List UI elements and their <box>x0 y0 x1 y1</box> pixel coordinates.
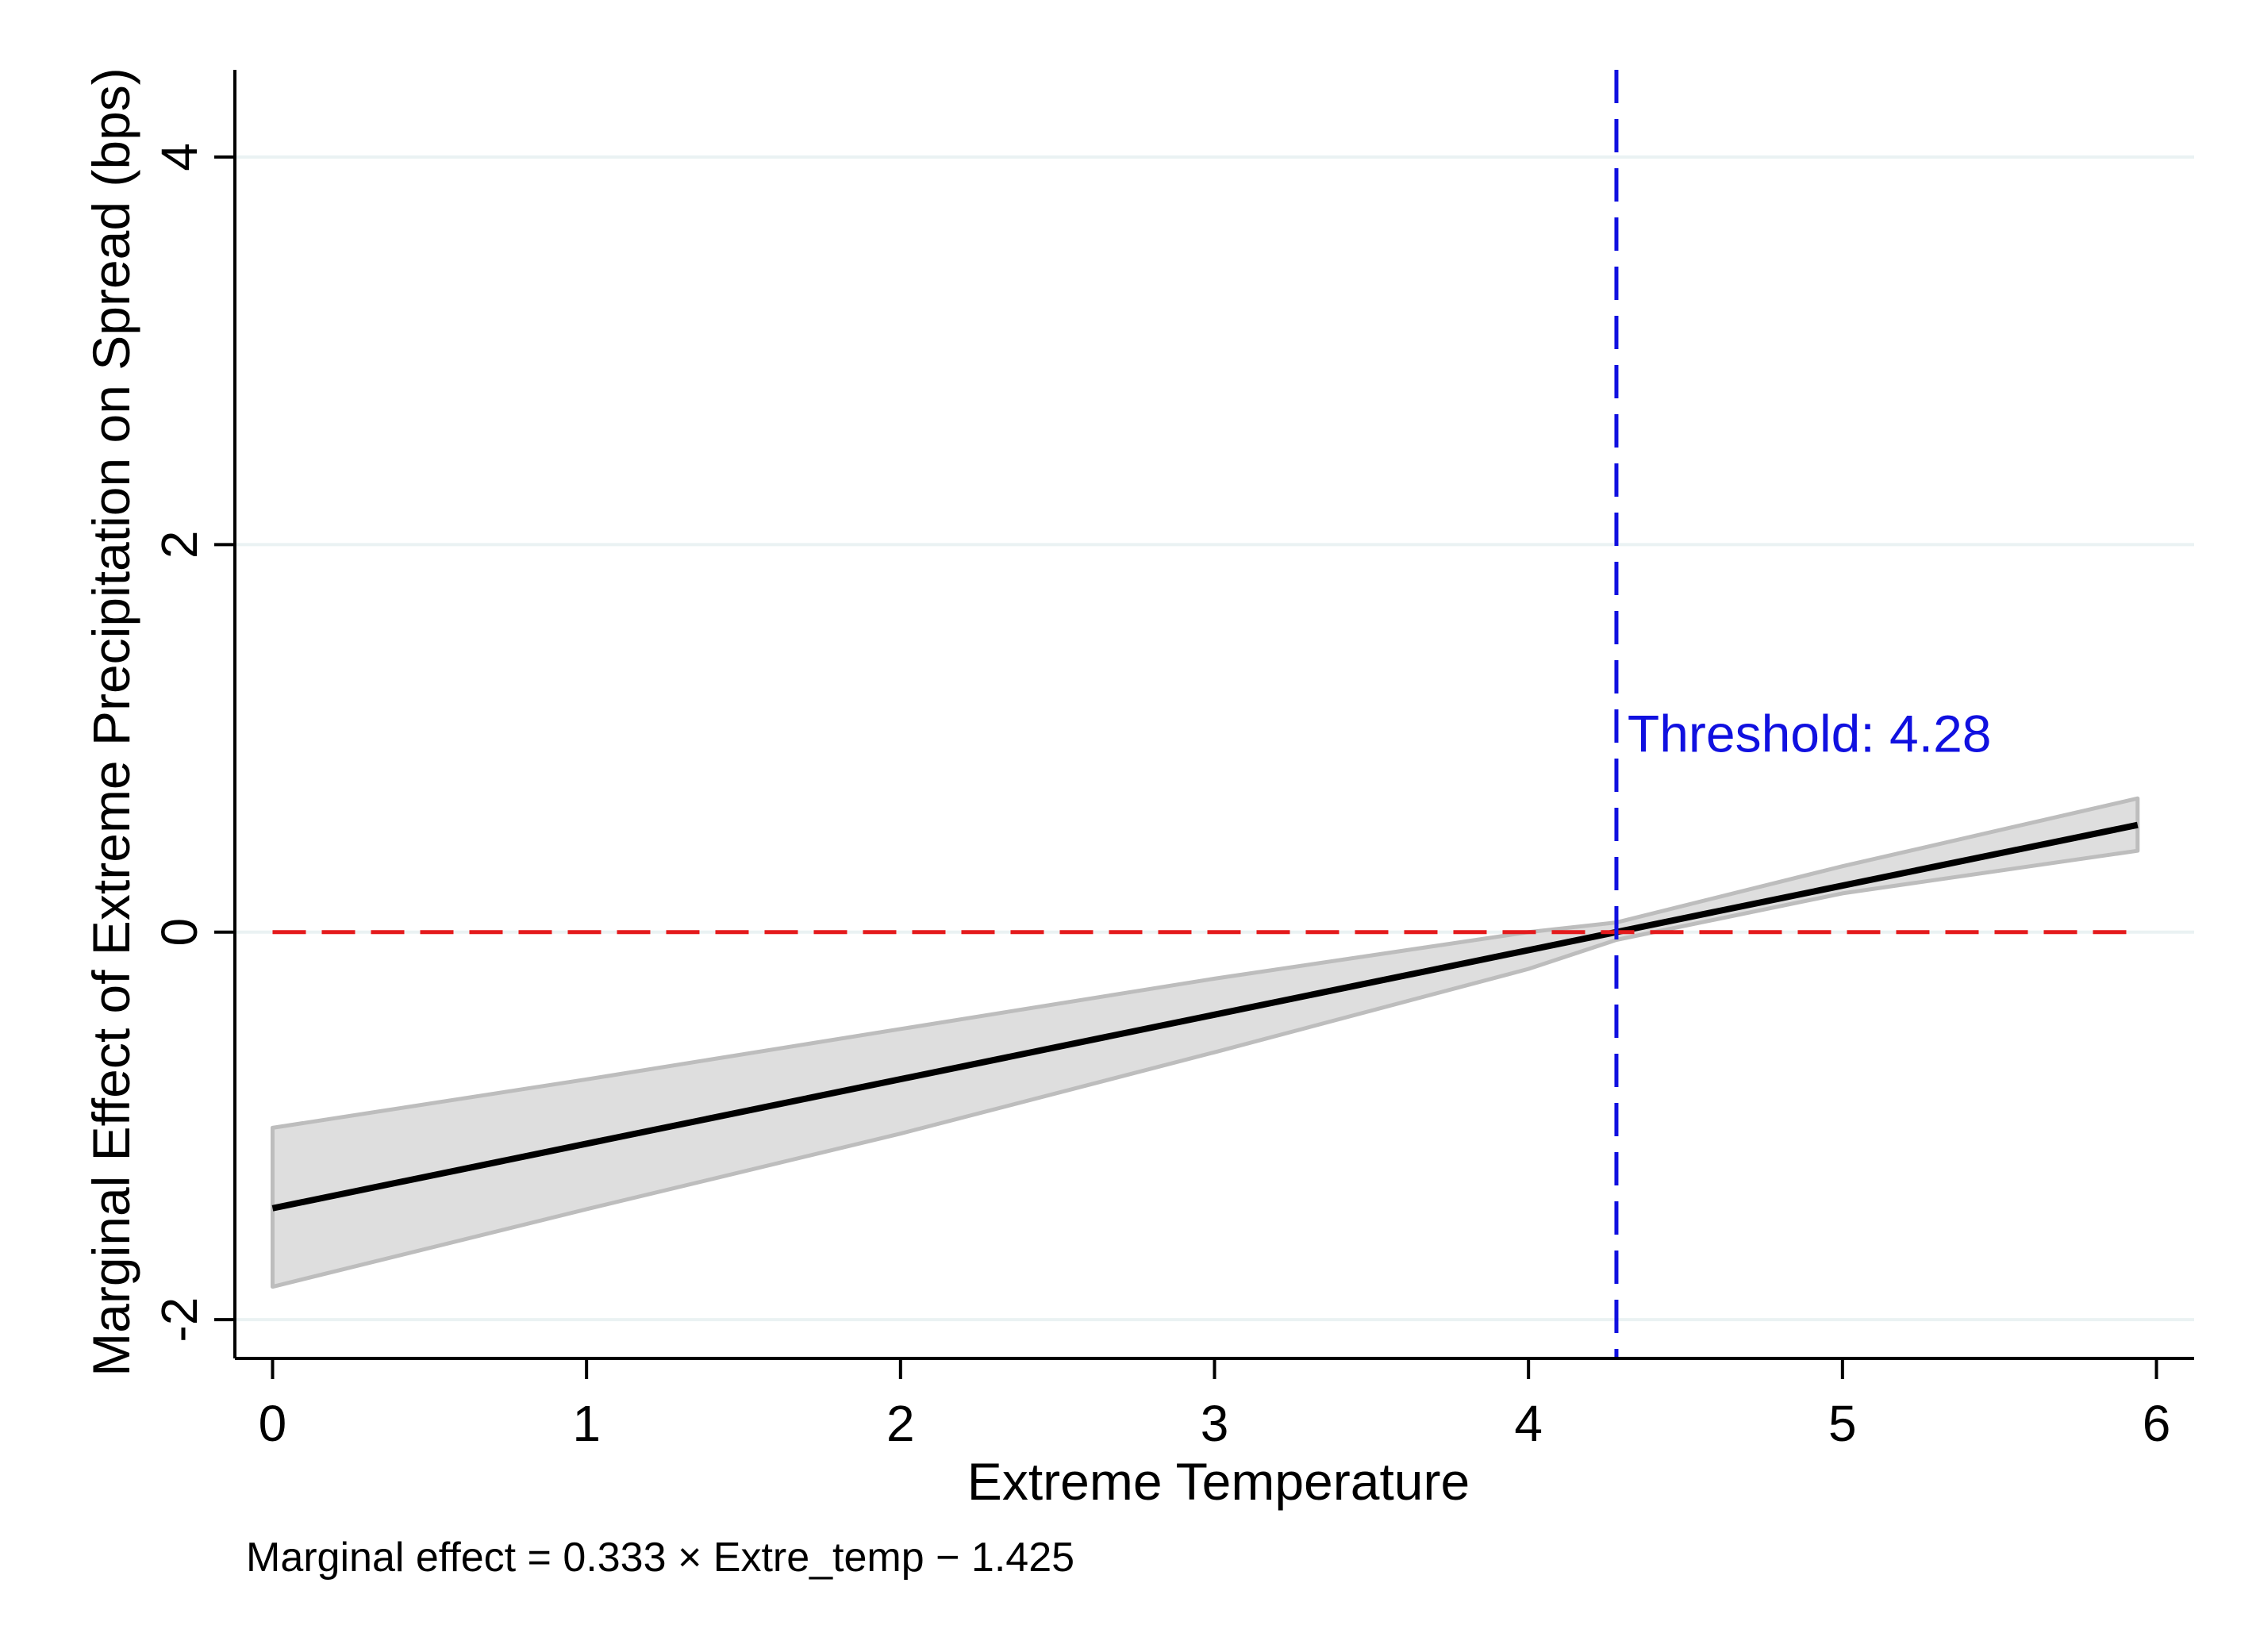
marginal-effect-note: Marginal effect = 0.333 × Extre_temp − 1… <box>246 1535 1074 1581</box>
y-tick-label: -2 <box>151 1297 208 1343</box>
series-layer <box>271 821 2139 1212</box>
y-tick-label: 0 <box>151 918 208 947</box>
x-tick-label: 4 <box>1514 1395 1543 1452</box>
x-axis-ticks: 0 1 2 3 4 5 6 <box>259 1358 2171 1452</box>
y-axis-ticks: -2 0 2 4 <box>151 143 235 1343</box>
series-line-0 <box>271 821 2139 1212</box>
x-tick-label: 1 <box>572 1395 601 1452</box>
x-tick-label: 3 <box>1201 1395 1229 1452</box>
x-axis-title: Extreme Temperature <box>967 1452 1470 1511</box>
x-tick-label: 5 <box>1828 1395 1857 1452</box>
x-tick-label: 6 <box>2143 1395 2171 1452</box>
y-tick-label: 2 <box>151 531 208 559</box>
y-tick-label: 4 <box>151 143 208 171</box>
x-tick-label: 0 <box>259 1395 287 1452</box>
threshold-annotation: Threshold: 4.28 <box>1628 705 1992 763</box>
y-axis-title: Marginal Effect of Extreme Precipitation… <box>82 67 140 1377</box>
x-tick-label: 2 <box>886 1395 915 1452</box>
reference-lines-layer <box>272 70 2138 1358</box>
